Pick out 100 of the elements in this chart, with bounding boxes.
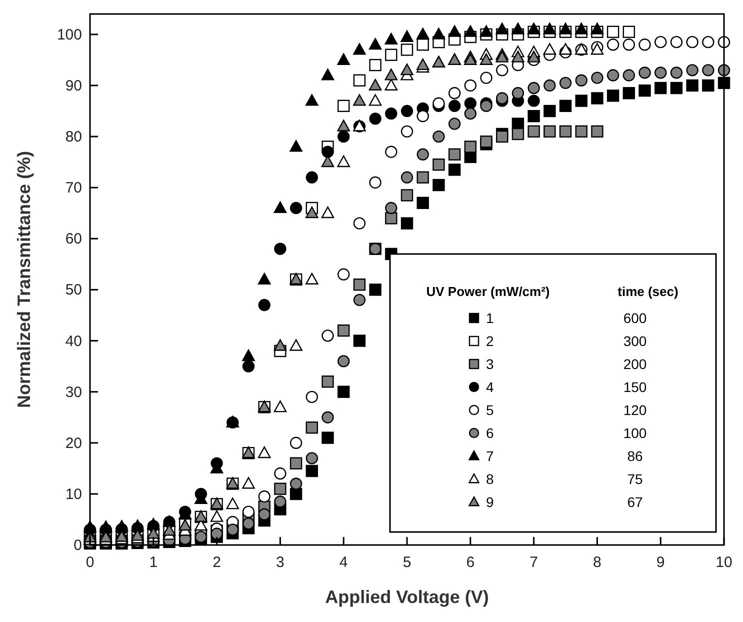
point [369, 284, 382, 296]
point [544, 125, 556, 138]
point [654, 82, 667, 94]
point [400, 125, 414, 138]
point [400, 30, 414, 42]
point [337, 155, 350, 168]
point [321, 68, 334, 80]
point [606, 69, 620, 82]
point [496, 92, 508, 104]
point [385, 146, 398, 158]
point [512, 128, 524, 140]
point [416, 148, 429, 161]
x-tick-label: 6 [466, 554, 475, 571]
point [496, 130, 508, 143]
point [448, 25, 461, 37]
point [432, 178, 445, 192]
point [210, 528, 223, 540]
point [464, 25, 477, 37]
point [290, 436, 302, 449]
point [353, 278, 366, 291]
point [384, 68, 398, 80]
point [369, 58, 382, 72]
point [210, 510, 224, 522]
point [544, 104, 556, 118]
point [448, 118, 461, 130]
point [226, 498, 240, 510]
point [496, 22, 508, 34]
point [337, 53, 350, 65]
point [274, 201, 287, 214]
point [448, 148, 461, 161]
point [385, 107, 398, 120]
point [544, 79, 556, 92]
point [400, 217, 414, 230]
legend-label: 7 [486, 448, 494, 464]
y-tick-label: 30 [65, 384, 82, 401]
point [527, 50, 540, 62]
point [464, 79, 476, 92]
point [416, 58, 430, 70]
point [353, 74, 366, 86]
point [512, 22, 524, 34]
point [512, 87, 524, 100]
point [337, 120, 350, 132]
point [274, 467, 286, 480]
point [622, 87, 635, 100]
annotation: 67 [627, 494, 643, 510]
point [400, 64, 414, 76]
point [290, 478, 302, 490]
y-tick-label: 10 [65, 486, 82, 503]
point [99, 520, 112, 532]
x-tick-label: 4 [339, 554, 348, 571]
legend-label: 2 [486, 333, 494, 349]
point [622, 69, 635, 82]
point [369, 176, 382, 189]
point [306, 421, 318, 434]
point [274, 482, 286, 495]
annotation: 200 [623, 356, 647, 372]
x-tick-label: 7 [530, 554, 538, 571]
point [606, 90, 620, 102]
point [290, 202, 302, 214]
point [702, 64, 714, 76]
annotation: 300 [623, 333, 647, 349]
point [512, 50, 524, 62]
y-tick-label: 20 [65, 434, 82, 452]
y-tick-label: 90 [65, 77, 82, 94]
point [258, 490, 270, 503]
point [654, 36, 667, 48]
point [448, 164, 461, 176]
point [131, 519, 144, 532]
point [686, 36, 698, 48]
point [480, 100, 492, 112]
point [400, 104, 414, 118]
x-tick-label: 8 [593, 554, 602, 571]
x-tick-label: 3 [276, 554, 284, 571]
point [353, 217, 366, 230]
point [559, 22, 572, 34]
point [528, 110, 540, 122]
point [322, 146, 334, 158]
x-tick-label: 1 [149, 554, 158, 571]
point [575, 94, 588, 107]
point [147, 518, 160, 530]
annotation: 100 [623, 425, 647, 441]
point [559, 100, 572, 112]
legend-label: 1 [486, 310, 494, 326]
point [416, 196, 429, 210]
x-tick-label: 5 [402, 554, 412, 571]
point [480, 25, 493, 37]
legend-label: 9 [486, 494, 494, 510]
point [496, 50, 508, 62]
point [448, 87, 461, 100]
point [242, 477, 255, 489]
point [432, 158, 445, 171]
point [384, 32, 398, 45]
annotation: 150 [623, 379, 647, 395]
annotation: 86 [627, 448, 643, 464]
legend-title: UV Power (mW/cm²) [426, 284, 550, 299]
point [528, 94, 540, 107]
point [400, 44, 414, 56]
point [306, 206, 318, 218]
point [670, 82, 683, 94]
x-tick-label: 9 [656, 554, 665, 571]
